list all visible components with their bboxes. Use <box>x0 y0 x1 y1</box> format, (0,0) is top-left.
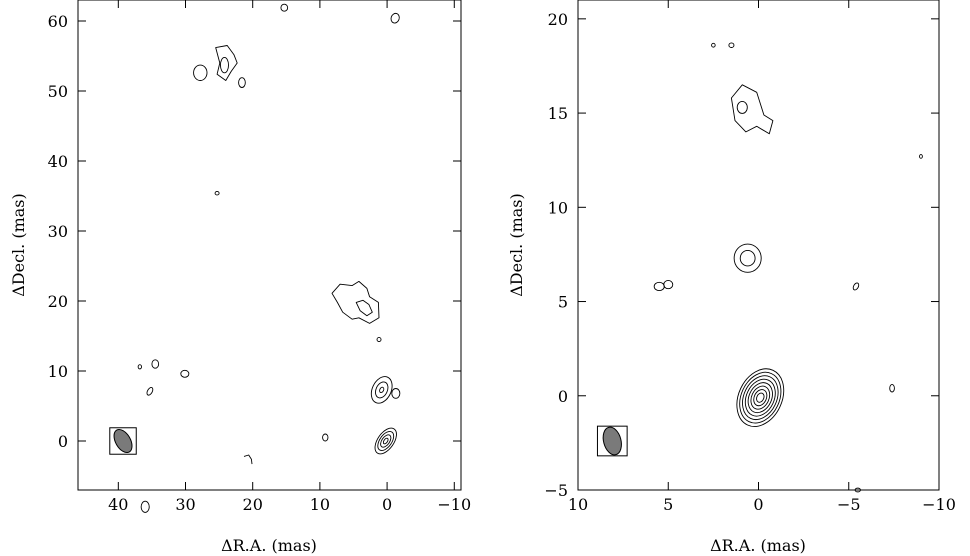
contour-level <box>733 243 762 273</box>
contour-level <box>736 368 785 427</box>
right-plot-frame <box>577 0 940 491</box>
contour-level <box>390 12 400 24</box>
y-tick-label: 0 <box>558 387 568 406</box>
left-beam <box>109 427 137 455</box>
contour-outline <box>215 45 238 81</box>
contour-level <box>180 369 190 378</box>
left-xlabel: ΔR.A. (mas) <box>221 536 317 555</box>
contour-level <box>382 437 389 445</box>
right-contour-panel: 10 5 0 −5 −10 −5 0 5 10 15 20 ΔR.A. (mas) ΔDecl. (… <box>507 0 956 555</box>
contour-level <box>742 375 779 421</box>
contour-level <box>711 42 716 48</box>
y-tick-label: −5 <box>544 481 568 500</box>
right-ticks <box>577 0 940 491</box>
contour-level <box>151 359 160 369</box>
x-tick-label: −10 <box>437 495 471 514</box>
contour-level <box>140 500 150 513</box>
y-tick-label: 10 <box>48 362 68 381</box>
contour-level <box>137 364 142 370</box>
contour-level <box>889 384 895 393</box>
beam-box <box>596 425 628 457</box>
contour-level <box>756 392 765 403</box>
y-tick-label: 60 <box>48 12 68 31</box>
left-tick-labels: 40 30 20 10 0 −10 0 10 20 30 40 50 60 <box>48 12 472 514</box>
contour-level <box>377 431 395 451</box>
contour-level <box>370 376 393 404</box>
contour-level <box>280 3 289 12</box>
left-contours <box>137 3 401 513</box>
contour-level <box>653 281 665 292</box>
contour-level <box>750 385 771 410</box>
right-ylabel: ΔDecl. (mas) <box>507 193 526 297</box>
contour-level <box>728 42 735 48</box>
contour-level <box>919 154 923 159</box>
y-tick-label: 20 <box>48 292 68 311</box>
y-tick-label: 0 <box>58 432 68 451</box>
contour-level <box>391 388 401 399</box>
x-tick-label: 20 <box>243 495 263 514</box>
y-tick-label: 50 <box>48 82 68 101</box>
y-tick-label: 30 <box>48 222 68 241</box>
contour-level <box>739 249 756 267</box>
contour-level <box>753 389 768 407</box>
contour-level <box>747 382 773 414</box>
right-tick-labels: 10 5 0 −5 −10 −5 0 5 10 15 20 <box>544 10 955 514</box>
x-tick-label: 30 <box>175 495 195 514</box>
x-tick-label: 5 <box>663 495 673 514</box>
left-plot-frame <box>77 0 462 491</box>
left-outline-contours <box>215 45 380 465</box>
y-tick-label: 40 <box>48 152 68 171</box>
left-contour-panel: 40 30 20 10 0 −10 0 10 20 30 40 50 60 ΔR.A. (mas) ΔD… <box>9 0 471 555</box>
contour-level <box>854 487 861 493</box>
left-ticks <box>78 0 461 490</box>
y-tick-label: 5 <box>558 293 568 312</box>
beam-ellipse <box>602 426 622 456</box>
x-tick-label: 40 <box>108 495 128 514</box>
contour-level <box>380 434 392 448</box>
x-tick-label: −10 <box>922 495 956 514</box>
contour-level <box>736 100 748 114</box>
contour-level <box>219 56 229 74</box>
contour-level <box>379 386 385 394</box>
contour-level <box>375 381 389 399</box>
right-contours <box>653 42 923 493</box>
contour-level <box>739 371 782 424</box>
contour-outline <box>243 454 253 465</box>
contour-level <box>146 387 154 396</box>
right-outline-contours <box>730 84 774 135</box>
contour-level <box>663 279 674 290</box>
contour-level <box>376 336 382 343</box>
x-tick-label: 0 <box>753 495 763 514</box>
y-tick-label: 20 <box>548 10 568 29</box>
beam-ellipse <box>113 428 133 454</box>
contour-level <box>193 64 208 81</box>
contour-level <box>322 433 329 442</box>
y-tick-label: 15 <box>548 104 568 123</box>
x-tick-label: −5 <box>837 495 861 514</box>
left-ylabel: ΔDecl. (mas) <box>9 193 28 297</box>
contour-level <box>238 77 246 88</box>
contour-level <box>374 427 397 455</box>
right-xlabel: ΔR.A. (mas) <box>710 536 806 555</box>
right-beam <box>596 425 628 457</box>
contour-level <box>744 378 776 417</box>
contour-outline <box>730 84 774 135</box>
x-tick-label: 0 <box>382 495 392 514</box>
contour-level <box>852 282 860 291</box>
y-tick-label: 10 <box>548 198 568 217</box>
contour-level <box>214 190 220 196</box>
contour-outline <box>331 280 380 324</box>
x-tick-label: 10 <box>310 495 330 514</box>
x-tick-label: 10 <box>568 495 588 514</box>
contour-outline <box>355 299 373 317</box>
beam-box <box>109 427 137 455</box>
